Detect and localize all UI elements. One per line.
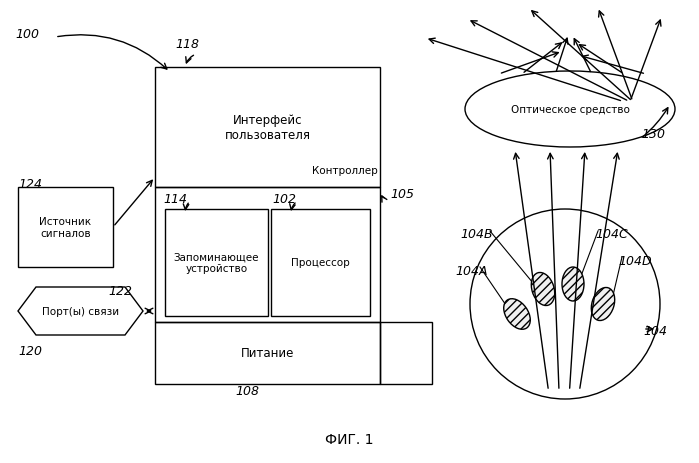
Bar	[155, 188, 380, 322]
Text: 104: 104	[643, 324, 667, 337]
Ellipse shape	[504, 299, 531, 330]
Bar	[155, 68, 380, 188]
Text: 124: 124	[18, 178, 42, 191]
Bar	[380, 322, 432, 384]
Text: 104C: 104C	[595, 227, 628, 240]
Text: Контроллер: Контроллер	[312, 166, 378, 175]
Text: ФИГ. 1: ФИГ. 1	[325, 432, 374, 446]
Ellipse shape	[531, 273, 555, 306]
Text: 122: 122	[108, 284, 132, 297]
Text: 108: 108	[235, 384, 259, 397]
Text: Запоминающее
устройство: Запоминающее устройство	[173, 252, 259, 274]
Text: 118: 118	[175, 38, 199, 51]
Bar	[18, 188, 113, 268]
Text: Питание: Питание	[241, 347, 294, 360]
Text: 100: 100	[15, 28, 39, 41]
Text: Источник
сигналов: Источник сигналов	[39, 217, 92, 238]
Bar	[271, 210, 370, 316]
Text: 114: 114	[163, 193, 187, 206]
Ellipse shape	[562, 268, 584, 301]
Text: Оптическое средство: Оптическое средство	[510, 105, 629, 115]
Text: 104D: 104D	[618, 255, 651, 268]
Text: 120: 120	[18, 344, 42, 357]
Ellipse shape	[465, 72, 675, 148]
Text: 104B: 104B	[460, 227, 493, 240]
Bar	[165, 210, 268, 316]
Text: Порт(ы) связи: Порт(ы) связи	[42, 307, 119, 316]
Ellipse shape	[591, 288, 614, 321]
Text: Интерфейс
пользователя: Интерфейс пользователя	[224, 114, 310, 142]
Text: 104A: 104A	[455, 264, 487, 277]
Text: 130: 130	[641, 128, 665, 141]
Text: Процессор: Процессор	[291, 258, 350, 268]
Text: 102: 102	[272, 193, 296, 206]
Bar	[155, 322, 380, 384]
Text: 105: 105	[390, 188, 414, 200]
